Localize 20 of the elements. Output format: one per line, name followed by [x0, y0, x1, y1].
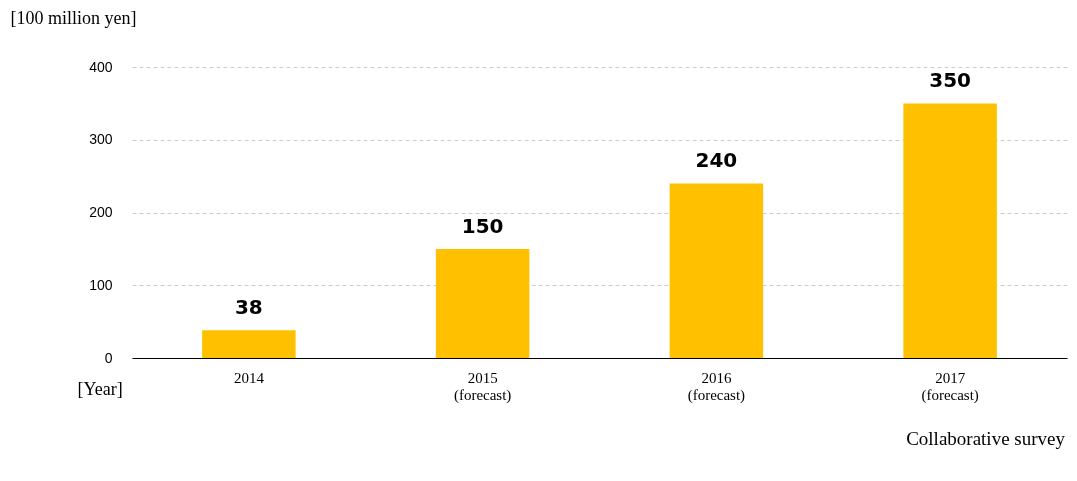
data-label: 350 [929, 68, 971, 93]
y-tick-label: 300 [89, 131, 113, 148]
x-axis-title: [Year] [77, 378, 123, 399]
x-tick-label: 2017 (forecast) [921, 369, 979, 404]
y-axis-title: [100 million yen] [10, 7, 137, 28]
y-tick-label: 100 [89, 276, 113, 293]
x-tick-label: 2014 [233, 369, 265, 386]
x-tick-label: 2015 (forecast) [453, 369, 512, 404]
bar [202, 330, 296, 358]
bar [435, 248, 530, 358]
x-tick-label: 2016 (forecast) [687, 369, 746, 404]
y-tick-label: 200 [89, 204, 113, 220]
data-label: 38 [234, 295, 263, 320]
data-label: 150 [461, 213, 504, 238]
y-tick-label: 0 [104, 349, 113, 366]
text: Collaborative survey [905, 428, 1065, 450]
y-tick-label: 400 [89, 58, 113, 75]
data-label: 240 [695, 148, 738, 173]
bar [669, 183, 764, 358]
bar [903, 103, 997, 358]
